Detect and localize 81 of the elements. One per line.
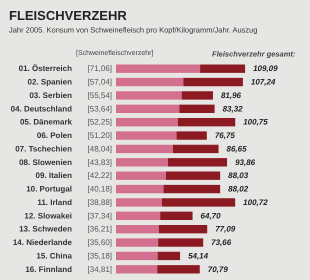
- bar: [200, 64, 246, 73]
- y-tick-label: 13. Schweden: [19, 224, 72, 234]
- y-tick-label: 12. Slowakei: [24, 211, 72, 220]
- total-label: 100,75: [243, 118, 268, 127]
- total-label: 76,75: [214, 131, 236, 140]
- y-tick-label: 03. Serbien: [29, 90, 72, 100]
- bar: [116, 184, 164, 194]
- y-tick-label: 01. Österreich: [18, 64, 72, 74]
- data-label: [52,25]: [88, 118, 112, 127]
- bar: [176, 131, 207, 140]
- y-tick-label: 05. Dänemark: [20, 118, 73, 127]
- data-label: [35,60]: [88, 238, 112, 248]
- data-label: [34,81]: [88, 264, 112, 274]
- bar: [116, 131, 177, 140]
- bar: [116, 172, 166, 180]
- total-label: 77,09: [215, 224, 236, 234]
- data-label: [57,04]: [88, 78, 112, 87]
- y-tick-label: 06. Polen: [36, 131, 72, 140]
- y-tick-label: 07. Tschechien: [15, 144, 72, 154]
- bar: [116, 118, 178, 126]
- total-label: 83,32: [222, 104, 244, 114]
- y-tick-label: 15. China: [36, 251, 73, 260]
- y-tick-label: 04. Deutschland: [10, 104, 72, 114]
- y-tick-label: 11. Irland: [37, 198, 72, 207]
- data-label: [42,22]: [88, 171, 112, 180]
- total-label: 93,86: [235, 158, 256, 167]
- bar: [183, 78, 243, 86]
- chart-title: FLEISCHVERZEHR: [9, 8, 128, 23]
- total-label: 109,09: [253, 64, 278, 74]
- y-tick-label: 10. Portugal: [26, 184, 72, 194]
- data-label: [40,18]: [88, 184, 112, 194]
- y-tick-label: 09. Italien: [36, 171, 72, 180]
- bar: [164, 184, 220, 194]
- data-label: [55,54]: [88, 90, 112, 100]
- data-label: [38,88]: [88, 198, 112, 207]
- total-label: 86,65: [226, 144, 248, 154]
- bar: [116, 158, 168, 166]
- bar: [158, 225, 208, 234]
- total-label: 88,02: [228, 184, 249, 194]
- total-label: 100,72: [243, 198, 268, 207]
- bar: [116, 265, 158, 274]
- data-label: [43,83]: [88, 158, 112, 167]
- bar: [179, 104, 215, 113]
- bar: [158, 238, 204, 247]
- data-label: [51,20]: [88, 131, 112, 140]
- data-label: [35,18]: [88, 251, 112, 260]
- total-label: 107,24: [250, 78, 276, 87]
- bar: [116, 64, 200, 73]
- bar: [168, 158, 228, 166]
- bar: [160, 212, 193, 220]
- total-label: 81,96: [220, 90, 242, 100]
- bar: [116, 238, 158, 247]
- data-label: [37,34]: [88, 211, 112, 220]
- bar: [157, 265, 200, 274]
- data-label: [48,04]: [88, 144, 112, 154]
- bar: [182, 91, 213, 100]
- bar: [116, 104, 180, 113]
- y-tick-label: 14. Niederlande: [12, 238, 73, 248]
- bar: [116, 252, 158, 260]
- bar: [172, 144, 219, 154]
- bar: [162, 198, 236, 207]
- bar: [166, 172, 220, 180]
- total-label: 73,66: [211, 238, 232, 248]
- y-tick-label: 16. Finnland: [25, 264, 72, 274]
- bar: [158, 252, 180, 260]
- data-label: [71,06]: [88, 64, 112, 74]
- bar: [116, 198, 162, 207]
- data-label: [36,21]: [88, 224, 112, 234]
- data-label: [53,64]: [88, 104, 112, 114]
- bar: [178, 118, 236, 126]
- bar: [116, 144, 173, 154]
- total-label: 64,70: [200, 211, 222, 220]
- total-label: 88,03: [228, 171, 249, 180]
- total-label: 70,79: [208, 264, 228, 274]
- bar: [116, 78, 184, 86]
- bar: [116, 212, 160, 220]
- y-tick-label: 02. Spanien: [28, 78, 72, 87]
- bar: [116, 225, 159, 234]
- bar: [116, 91, 182, 100]
- y-tick-label: 08. Slowenien: [19, 158, 72, 167]
- total-label: 54,14: [188, 251, 209, 260]
